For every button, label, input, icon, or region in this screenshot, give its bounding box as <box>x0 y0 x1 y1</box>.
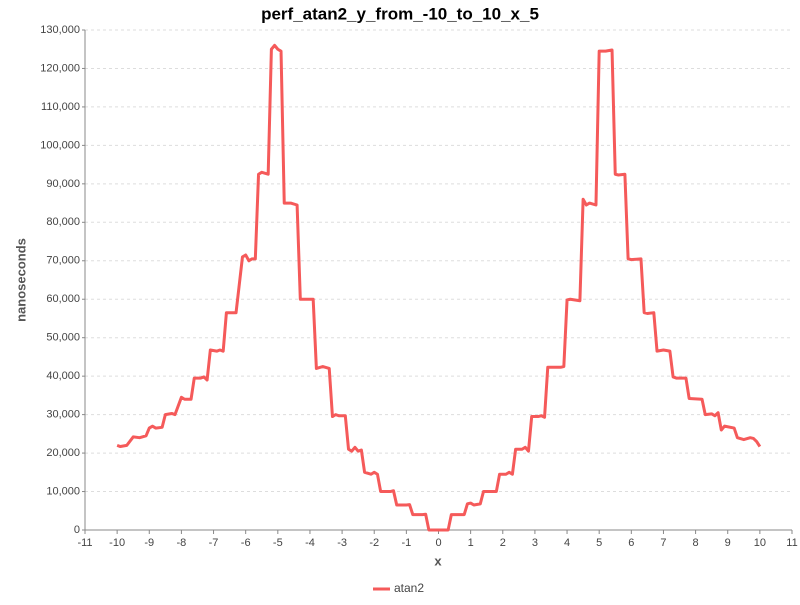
y-tick-label: 120,000 <box>40 62 80 74</box>
x-tick-label: 4 <box>564 537 570 549</box>
x-tick-label: 5 <box>596 537 602 549</box>
x-tick-label: -4 <box>305 537 315 549</box>
x-axis-label: x <box>434 553 442 568</box>
y-tick-label: 50,000 <box>46 332 80 344</box>
x-tick-label: -7 <box>209 537 219 549</box>
y-tick-label: 110,000 <box>41 101 80 113</box>
y-tick-label: 30,000 <box>46 409 80 421</box>
x-tick-label: 6 <box>628 537 634 549</box>
y-tick-label: 100,000 <box>40 139 80 151</box>
y-tick-label: 80,000 <box>46 216 80 228</box>
y-tick-label: 20,000 <box>46 447 80 459</box>
y-tick-label: 40,000 <box>46 370 80 382</box>
chart-title: perf_atan2_y_from_-10_to_10_x_5 <box>261 4 539 23</box>
x-tick-label: 8 <box>693 537 699 549</box>
x-tick-label: 7 <box>660 537 666 549</box>
y-tick-label: 130,000 <box>40 24 80 36</box>
y-tick-label: 60,000 <box>46 293 80 305</box>
x-tick-label: -5 <box>273 537 283 549</box>
x-tick-label: -9 <box>144 537 154 549</box>
x-tick-label: -11 <box>77 537 92 549</box>
x-tick-label: 1 <box>468 537 474 549</box>
x-tick-label: -8 <box>177 537 187 549</box>
x-tick-label: -3 <box>337 537 347 549</box>
y-tick-label: 70,000 <box>46 255 80 267</box>
x-tick-label: -2 <box>369 537 379 549</box>
x-tick-label: 10 <box>754 537 766 549</box>
data-line <box>116 43 762 532</box>
x-tick-label: 9 <box>725 537 731 549</box>
x-tick-label: 3 <box>532 537 538 549</box>
x-tick-label: 11 <box>786 537 797 549</box>
legend-label: atan2 <box>394 581 424 595</box>
y-axis-label: nanoseconds <box>13 238 28 322</box>
x-tick-label: -10 <box>109 537 125 549</box>
y-tick-label: 10,000 <box>46 485 80 497</box>
x-tick-label: 0 <box>435 537 441 549</box>
y-tick-label: 0 <box>74 524 80 536</box>
x-tick-label: -1 <box>401 537 411 549</box>
x-tick-label: 2 <box>500 537 506 549</box>
y-tick-label: 90,000 <box>46 178 80 190</box>
x-tick-label: -6 <box>241 537 251 549</box>
